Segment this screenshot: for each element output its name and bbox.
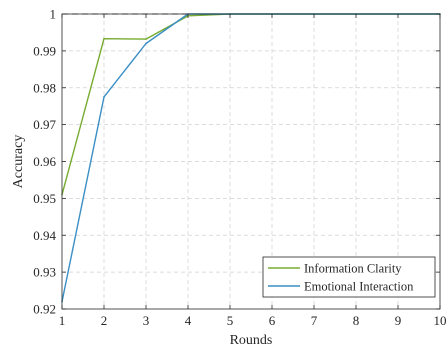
x-tick-label: 8 <box>353 313 360 328</box>
series-1-point <box>103 96 105 98</box>
legend: Information Clarity Emotional Interactio… <box>262 256 436 298</box>
x-tick-label: 10 <box>434 313 447 328</box>
x-tick-label: 9 <box>395 313 402 328</box>
x-tick-label: 6 <box>269 313 276 328</box>
y-tick-label: 0.94 <box>33 228 56 243</box>
x-tick-label: 3 <box>143 313 150 328</box>
y-axis-ticks: 0.92 0.93 0.94 0.95 0.96 0.97 0.98 0.99 1 <box>33 7 440 317</box>
x-axis-ticks: 1 2 3 4 5 6 7 8 9 10 <box>59 14 447 328</box>
y-tick-label: 0.97 <box>33 117 56 132</box>
y-tick-label: 0.96 <box>33 154 56 169</box>
y-axis-label: Accuracy <box>11 135 26 189</box>
x-tick-label: 2 <box>101 313 108 328</box>
x-axis-label: Rounds <box>230 333 273 348</box>
legend-label-1: Emotional Interaction <box>304 280 414 294</box>
series-1-point <box>145 42 147 45</box>
x-tick-label: 5 <box>227 313 234 328</box>
x-tick-label: 4 <box>185 313 192 328</box>
y-tick-label: 0.93 <box>33 265 56 280</box>
x-tick-label: 1 <box>59 313 66 328</box>
y-tick-label: 0.98 <box>33 80 56 95</box>
series-0-point <box>145 38 147 40</box>
legend-box <box>262 256 436 298</box>
y-tick-label: 1 <box>50 7 57 22</box>
series-0-point <box>103 37 105 40</box>
y-tick-label: 0.99 <box>33 43 56 58</box>
x-tick-label: 7 <box>311 313 318 328</box>
y-tick-label: 0.92 <box>33 302 56 317</box>
legend-label-0: Information Clarity <box>304 262 402 276</box>
y-tick-label: 0.95 <box>33 191 56 206</box>
